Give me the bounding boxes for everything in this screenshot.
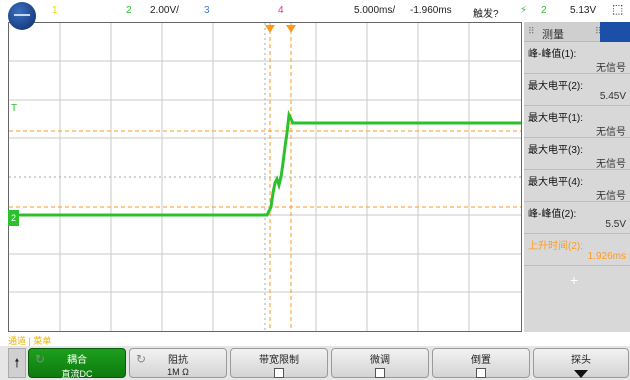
menu-breadcrumb: 通道 | 菜单 bbox=[8, 336, 52, 346]
graticule bbox=[9, 23, 521, 331]
bw-limit-softkey[interactable]: 带宽限制 bbox=[230, 348, 328, 378]
waveform-display[interactable] bbox=[8, 22, 522, 332]
invert-checkbox[interactable] bbox=[476, 368, 486, 378]
softkey-bar: 🠕 ↻ 耦合 直流DC ↻ 阻抗 1M Ω 带宽限制 微调 倒置 探头 bbox=[0, 346, 630, 380]
probe-softkey[interactable]: 探头 bbox=[533, 348, 629, 378]
timebase-readout: 5.000ms/ bbox=[354, 5, 396, 16]
measurement-item[interactable]: 峰-峰值(1): 无信号 bbox=[524, 42, 630, 74]
trigger-level: 5.13V bbox=[570, 5, 597, 16]
drag-handle-icon[interactable]: ⠿ bbox=[595, 26, 602, 36]
agilent-logo-icon bbox=[8, 2, 36, 30]
trigger-status: 触发? bbox=[473, 9, 499, 20]
impedance-softkey[interactable]: ↻ 阻抗 1M Ω bbox=[129, 348, 227, 378]
trigger-channel: 2 bbox=[541, 5, 547, 16]
trigger-edge-icon: ⚡ bbox=[520, 5, 528, 16]
measurement-item[interactable]: 最大电平(1): 无信号 bbox=[524, 106, 630, 138]
cursor-marker-a-icon bbox=[265, 25, 275, 33]
fine-checkbox[interactable] bbox=[375, 368, 385, 378]
fine-softkey[interactable]: 微调 bbox=[331, 348, 429, 378]
measure-panel: ⠿ 测量 ⠿ 峰-峰值(1): 无信号 最大电平(2): 5.45V 最大电平(… bbox=[524, 22, 630, 332]
drag-handle-icon[interactable]: ⠿ bbox=[528, 26, 535, 36]
measurement-item[interactable]: 最大电平(3): 无信号 bbox=[524, 138, 630, 170]
measure-panel-title: 测量 bbox=[542, 29, 564, 41]
rotate-knob-icon: ↻ bbox=[35, 352, 46, 366]
menu-back-button[interactable]: 🠕 bbox=[8, 348, 26, 378]
panel-tab-active[interactable] bbox=[600, 22, 630, 42]
delay-readout: -1.960ms bbox=[410, 5, 452, 16]
ch2-waveform bbox=[9, 109, 521, 217]
ch4-indicator[interactable]: 4 bbox=[278, 5, 284, 16]
measurement-cursors bbox=[9, 23, 521, 331]
bw-limit-checkbox[interactable] bbox=[274, 368, 284, 378]
cursor-marker-b-icon bbox=[286, 25, 296, 33]
submenu-down-icon bbox=[574, 370, 588, 378]
coupling-softkey[interactable]: ↻ 耦合 直流DC bbox=[28, 348, 126, 379]
measurement-item-selected[interactable]: 上升时间(2): 1.926ms bbox=[524, 234, 630, 266]
ch2-indicator[interactable]: 2 bbox=[126, 5, 132, 16]
measurement-item[interactable]: 峰-峰值(2): 5.5V bbox=[524, 202, 630, 234]
ch1-indicator[interactable]: 1 bbox=[52, 5, 58, 16]
ch2-ground-marker[interactable]: 2 bbox=[8, 210, 19, 226]
invert-softkey[interactable]: 倒置 bbox=[432, 348, 530, 378]
screen-capture-icon[interactable]: ⬚ bbox=[612, 2, 624, 16]
measurement-item[interactable]: 最大电平(4): 无信号 bbox=[524, 170, 630, 202]
rotate-knob-icon: ↻ bbox=[136, 352, 147, 366]
ch3-indicator[interactable]: 3 bbox=[204, 5, 210, 16]
measurement-item[interactable]: 最大电平(2): 5.45V bbox=[524, 74, 630, 106]
trigger-level-marker[interactable]: T bbox=[11, 103, 18, 114]
status-bar: 1 2 2.00V/ 3 4 5.000ms/ -1.960ms 触发? ⚡ 2… bbox=[0, 0, 630, 30]
add-measurement-icon[interactable]: + bbox=[570, 272, 579, 288]
measure-panel-header[interactable]: ⠿ 测量 ⠿ bbox=[524, 22, 630, 42]
ch2-scale: 2.00V/ bbox=[150, 5, 179, 16]
